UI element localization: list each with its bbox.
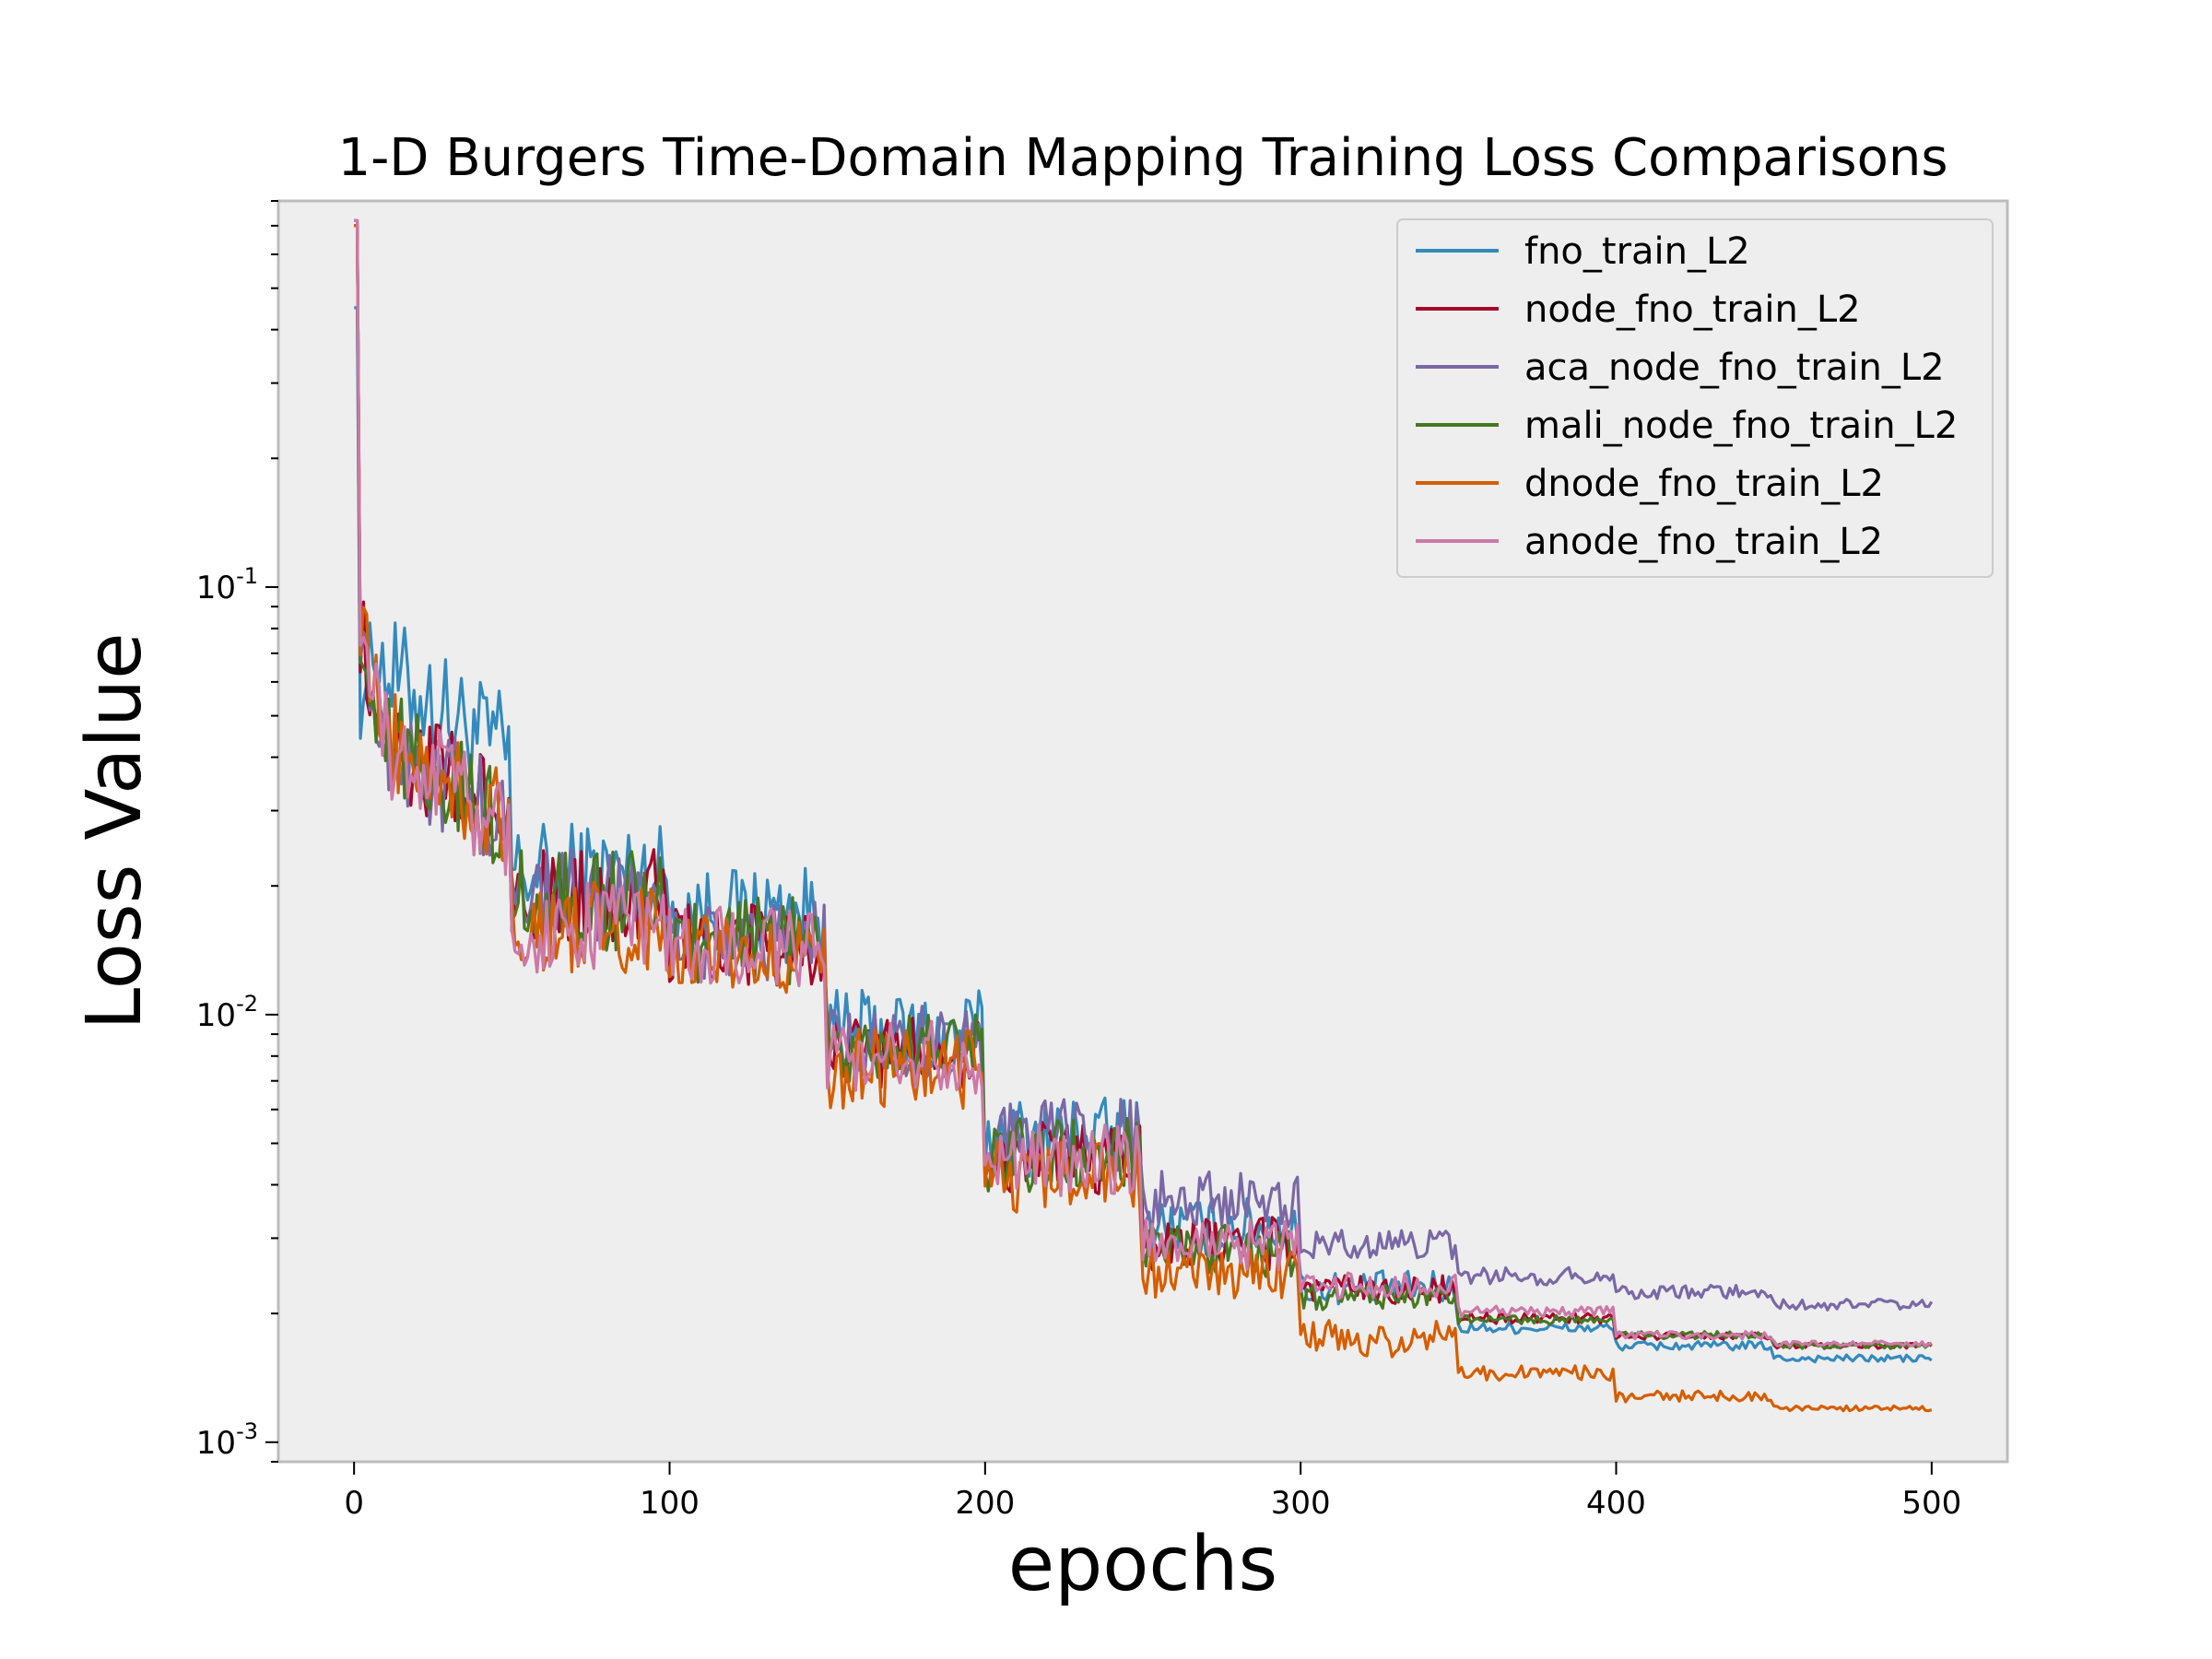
legend-label: mali_node_fno_train_L2 <box>1524 405 1958 447</box>
y-axis-label: Loss Value <box>71 632 159 1030</box>
legend-label: node_fno_train_L2 <box>1524 288 1861 331</box>
x-tick-label: 200 <box>955 1485 1015 1522</box>
y-tick-label: 10-1 <box>196 563 258 606</box>
x-tick-label: 100 <box>640 1485 700 1522</box>
legend-label: dnode_fno_train_L2 <box>1524 463 1884 505</box>
legend-label: aca_node_fno_train_L2 <box>1524 347 1945 389</box>
x-tick-label: 300 <box>1271 1485 1331 1522</box>
x-tick-label: 500 <box>1901 1485 1961 1522</box>
y-tick-label: 10-3 <box>196 1418 258 1462</box>
x-tick-label: 400 <box>1586 1485 1646 1522</box>
y-tick-label: 10-2 <box>196 991 258 1034</box>
legend-box <box>1396 218 1994 578</box>
series-line-anode_fno_train_L2 <box>354 218 1932 1348</box>
legend-label: fno_train_L2 <box>1524 230 1750 273</box>
chart-title: 1-D Burgers Time-Domain Mapping Training… <box>337 128 1947 188</box>
x-axis-label: epochs <box>1008 1521 1277 1608</box>
x-tick-label: 0 <box>344 1485 364 1522</box>
series-lines <box>354 218 1934 1413</box>
y-axis: 10-3 10-2 10-1 <box>196 200 278 1463</box>
x-axis: 0 100 200 300 400 500 <box>344 1462 1961 1522</box>
legend: fno_train_L2 node_fno_train_L2 aca_node_fn… <box>1396 218 1994 578</box>
legend-label: anode_fno_train_L2 <box>1524 521 1883 563</box>
